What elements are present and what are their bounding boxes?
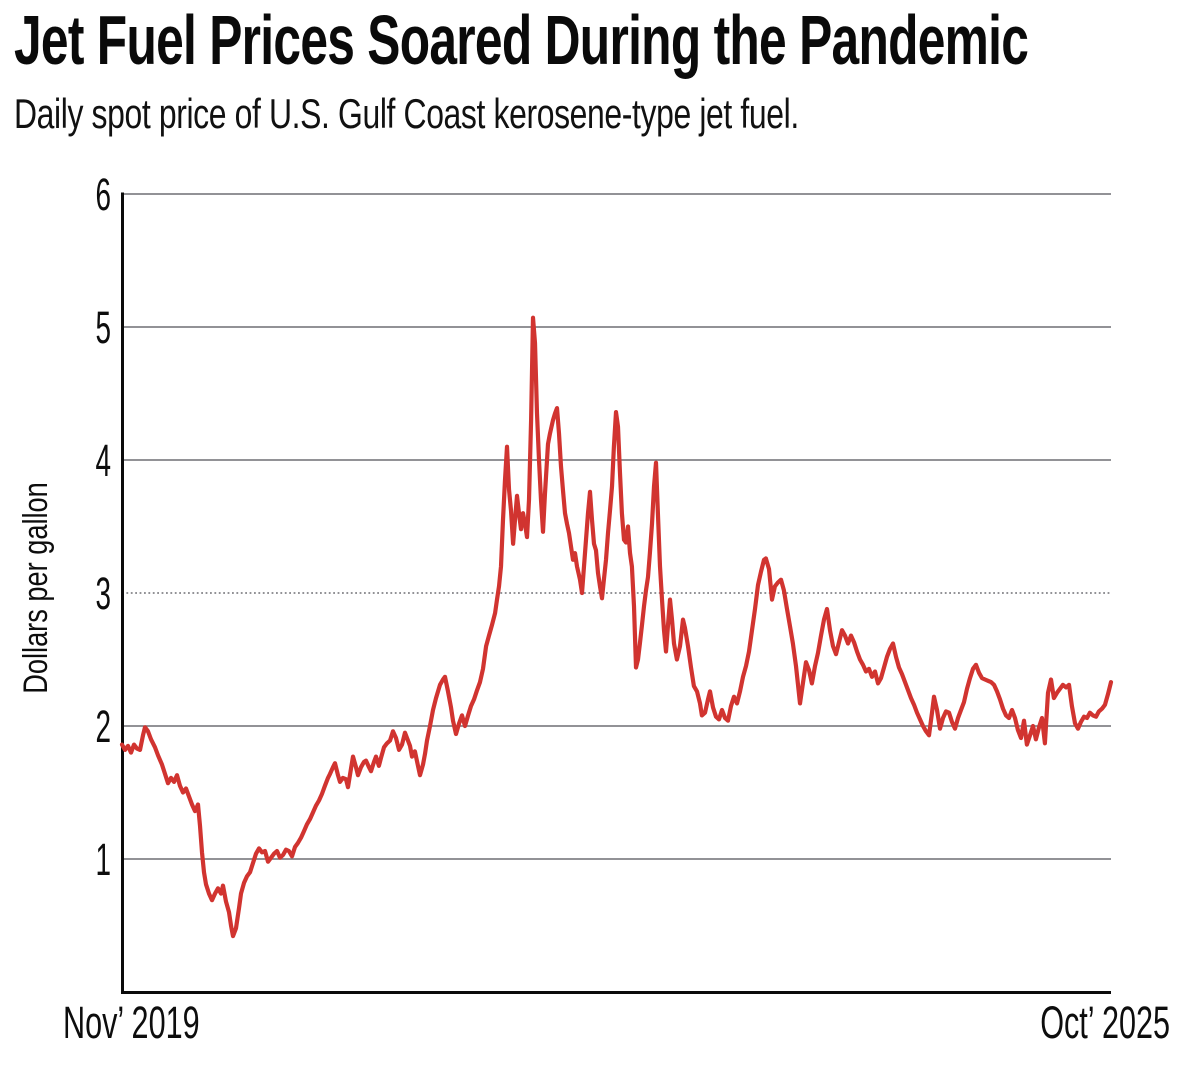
y-tick-2: 2 bbox=[95, 701, 111, 751]
y-tick-1: 1 bbox=[95, 834, 111, 884]
y-tick-label: 2 bbox=[95, 701, 111, 751]
y-tick-5: 5 bbox=[95, 302, 111, 352]
y-axis-title-text: Dollars per gallon bbox=[16, 482, 55, 694]
y-tick-label: 5 bbox=[95, 302, 111, 352]
chart-subtitle: Daily spot price of U.S. Gulf Coast kero… bbox=[14, 90, 799, 137]
y-tick-label: 1 bbox=[95, 834, 111, 884]
y-tick-label: 6 bbox=[95, 169, 111, 219]
y-tick-3: 3 bbox=[95, 568, 111, 618]
price-line bbox=[119, 315, 1114, 939]
x-label-end-text: Oct’ 2025 bbox=[1040, 998, 1170, 1048]
chart-header: Jet Fuel Prices Soared During the Pandem… bbox=[14, 4, 1200, 137]
y-tick-4: 4 bbox=[95, 435, 111, 485]
y-axis-title: Dollars per gallon bbox=[16, 482, 55, 694]
x-label-start-text: Nov’ 2019 bbox=[63, 998, 200, 1048]
y-tick-6: 6 bbox=[95, 169, 111, 219]
x-label-end: Oct’ 2025 bbox=[1040, 998, 1170, 1048]
y-tick-label: 3 bbox=[95, 568, 111, 618]
y-tick-label: 4 bbox=[95, 435, 111, 485]
x-label-start: Nov’ 2019 bbox=[63, 998, 200, 1048]
